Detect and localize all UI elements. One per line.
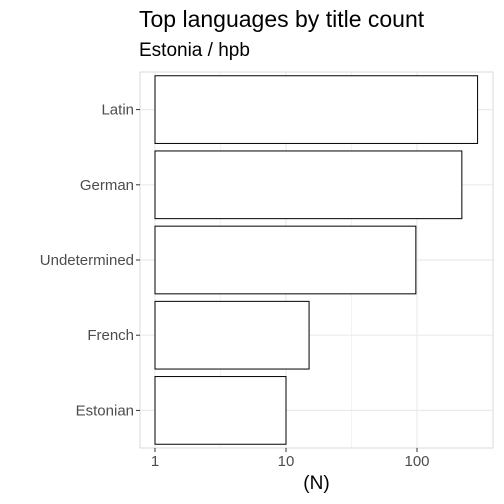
bar-estonian xyxy=(154,376,287,445)
x-axis-title: (N) xyxy=(303,473,329,494)
y-tick-label: Undetermined xyxy=(40,252,134,269)
y-tick-label: Latin xyxy=(101,102,134,119)
y-tick-label: German xyxy=(80,177,134,194)
x-axis: 1 10 100 xyxy=(151,448,430,470)
bar-french xyxy=(154,300,310,370)
y-axis: Latin German Undetermined French Estonian xyxy=(40,102,140,419)
bar-latin xyxy=(154,75,479,144)
chart-subtitle: Estonia / hpb xyxy=(139,40,250,61)
bars xyxy=(154,75,479,445)
y-tick-label: Estonian xyxy=(76,402,134,419)
y-tick-label: French xyxy=(87,327,134,344)
x-tick-label: 1 xyxy=(151,453,159,470)
x-tick-label: 100 xyxy=(404,453,429,470)
bar-german xyxy=(154,150,463,220)
bar-undetermined xyxy=(154,225,417,295)
chart-title: Top languages by title count xyxy=(139,6,425,32)
x-tick-label: 10 xyxy=(278,453,295,470)
